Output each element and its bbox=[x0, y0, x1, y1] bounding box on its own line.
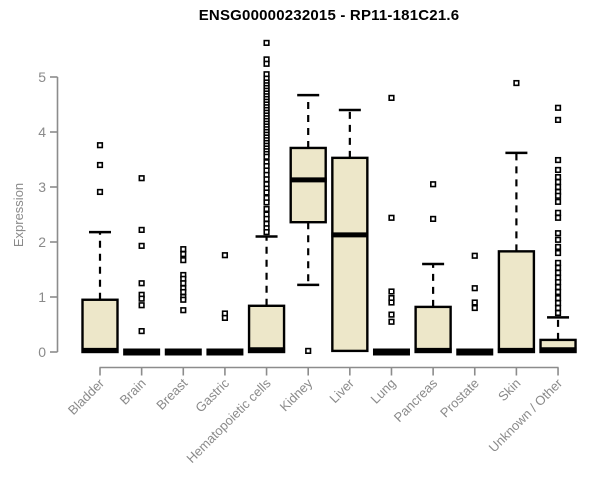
x-tick-label-bladder: Bladder bbox=[65, 375, 108, 418]
y-tick-label: 2 bbox=[38, 234, 46, 250]
x-tick-label-skin: Skin bbox=[495, 376, 523, 404]
outliers-kidney bbox=[305, 347, 312, 355]
outliers-pancreas bbox=[430, 181, 437, 223]
x-tick-label-breast: Breast bbox=[153, 375, 190, 412]
boxplot-brain bbox=[123, 348, 161, 356]
chart-title: ENSG00000232015 - RP11-181C21.6 bbox=[198, 7, 460, 24]
boxplot-liver bbox=[331, 108, 369, 353]
x-tick-label-lung: Lung bbox=[368, 376, 399, 407]
outliers-lung bbox=[388, 94, 395, 325]
x-tick-label-brain: Brain bbox=[117, 376, 149, 408]
outliers-hematopoietic-cells bbox=[263, 39, 270, 236]
outliers-gastric bbox=[221, 252, 229, 322]
boxplot-hematopoietic-cells bbox=[247, 235, 286, 354]
boxplot-prostate bbox=[456, 348, 494, 356]
outliers-breast bbox=[180, 246, 187, 314]
y-tick-label: 5 bbox=[38, 69, 46, 85]
boxplot-lung bbox=[372, 348, 410, 356]
x-tick-label-kidney: Kidney bbox=[277, 375, 316, 414]
y-tick-label: 0 bbox=[38, 344, 46, 360]
x-tick-label-pancreas: Pancreas bbox=[391, 375, 441, 425]
x-tick-label-liver: Liver bbox=[326, 375, 357, 406]
outliers-skin bbox=[513, 79, 520, 87]
outliers-brain bbox=[138, 175, 145, 335]
boxplot-breast bbox=[164, 348, 202, 356]
y-tick-label: 1 bbox=[38, 289, 46, 305]
boxplot-gastric bbox=[206, 348, 244, 356]
boxplot-skin bbox=[497, 151, 536, 354]
outliers-bladder bbox=[96, 142, 104, 196]
outliers-prostate bbox=[471, 252, 478, 312]
y-tick-label: 3 bbox=[38, 179, 46, 195]
boxplot-pancreas bbox=[414, 262, 452, 354]
x-tick-label-gastric: Gastric bbox=[192, 375, 232, 415]
x-tick-label-prostate: Prostate bbox=[437, 376, 482, 421]
boxplot-kidney bbox=[289, 93, 327, 287]
y-tick-label: 4 bbox=[38, 124, 46, 140]
boxplot-unknown-other bbox=[539, 316, 577, 354]
x-tick-label-unknown-other: Unknown / Other bbox=[486, 375, 566, 455]
outliers-unknown-other bbox=[554, 104, 562, 317]
boxplot-bladder bbox=[81, 230, 119, 354]
